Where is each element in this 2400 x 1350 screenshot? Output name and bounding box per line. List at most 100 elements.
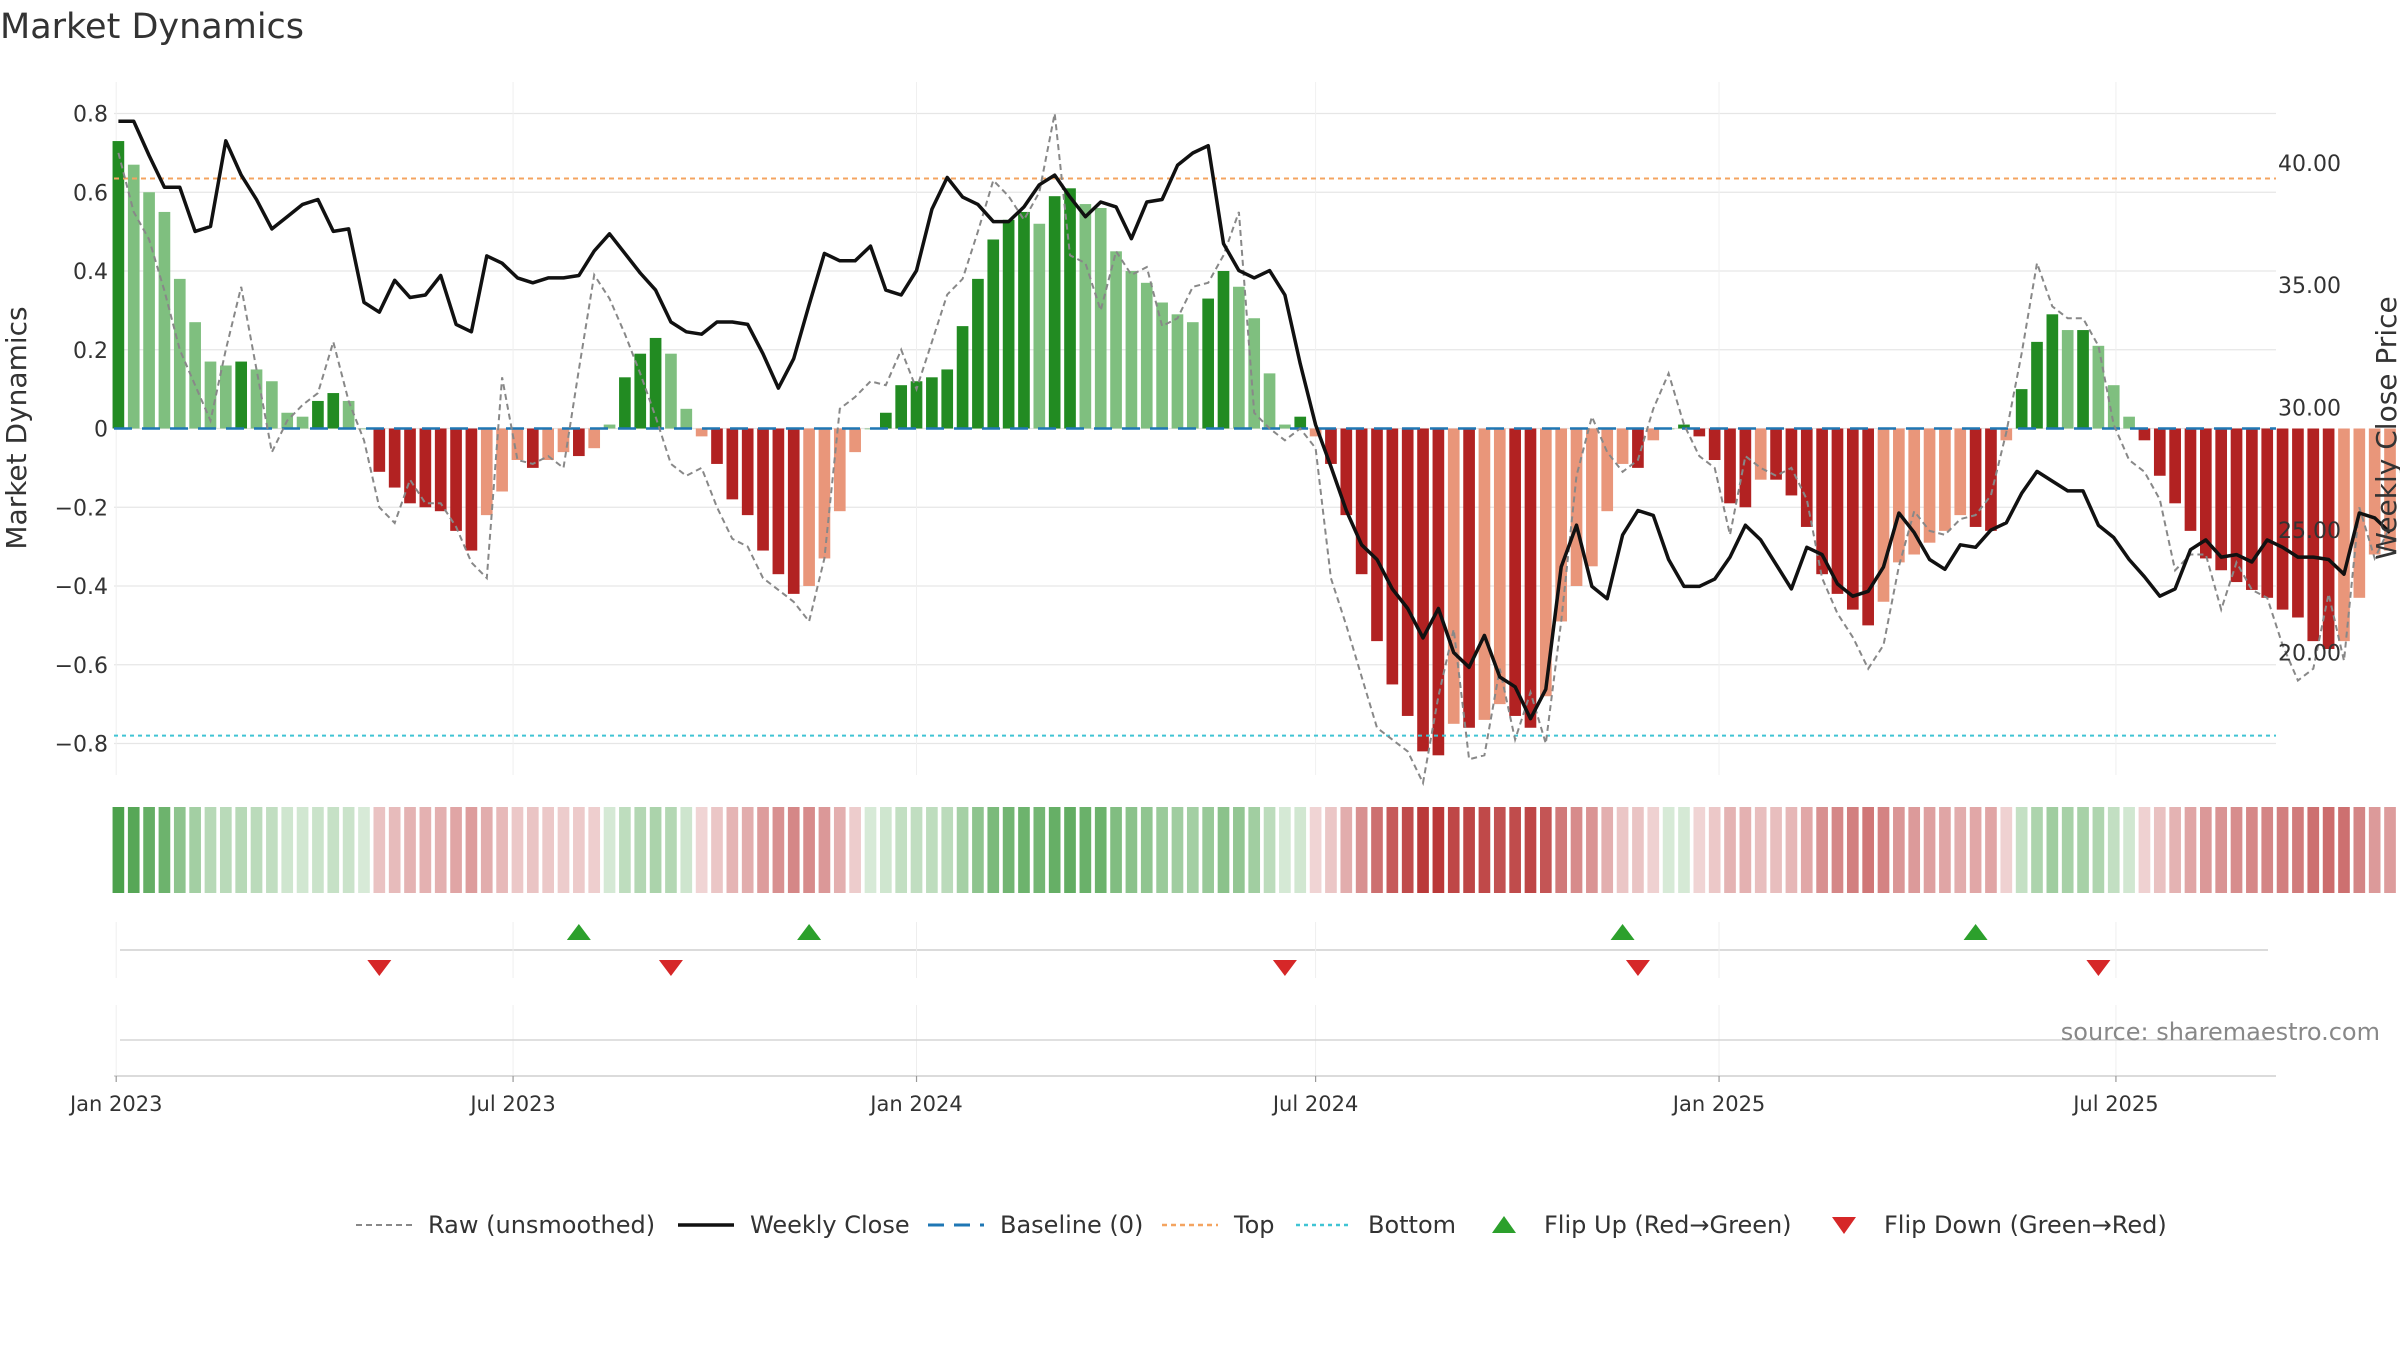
legend-label: Bottom xyxy=(1368,1211,1456,1239)
heat-cell xyxy=(1647,807,1660,893)
momentum-bar xyxy=(112,141,125,429)
heat-cell xyxy=(2230,807,2243,893)
momentum-bar xyxy=(1447,428,1460,724)
momentum-bar xyxy=(373,428,386,472)
momentum-bar xyxy=(1923,428,1936,543)
heat-cell xyxy=(1079,807,1092,893)
momentum-bar xyxy=(1601,428,1614,512)
momentum-bar xyxy=(419,428,432,508)
price-series xyxy=(117,113,2392,787)
momentum-bar xyxy=(2261,428,2274,598)
heat-cell xyxy=(1048,807,1061,893)
heat-cell xyxy=(1202,807,1214,893)
heat-cell xyxy=(987,807,1000,893)
heat-cell xyxy=(895,807,908,893)
heat-cell xyxy=(2368,807,2381,893)
heat-cell xyxy=(1417,807,1429,893)
momentum-bar xyxy=(2138,428,2151,441)
momentum-bar xyxy=(1463,428,1475,728)
heat-cell xyxy=(2077,807,2089,893)
momentum-bar xyxy=(557,428,570,453)
heat-cell xyxy=(1586,807,1598,893)
heat-cell xyxy=(2215,807,2228,893)
momentum-bar xyxy=(1708,428,1721,460)
heat-cell xyxy=(1662,807,1675,893)
legend-label: Baseline (0) xyxy=(1000,1211,1143,1239)
momentum-bar xyxy=(695,428,708,437)
momentum-bar xyxy=(1079,204,1092,429)
heat-cell xyxy=(2138,807,2151,893)
y-tick-label: −0.2 xyxy=(55,496,108,521)
heat-cell xyxy=(2307,807,2320,893)
heat-cell xyxy=(879,807,892,893)
y2-axis-ticks: 40.00 35.00 30.00 25.00 20.00 xyxy=(2278,152,2341,667)
heat-cell xyxy=(1217,807,1230,893)
momentum-bar xyxy=(1893,428,1905,563)
heat-cell xyxy=(1493,807,1506,893)
momentum-bar xyxy=(219,365,232,429)
momentum-bar xyxy=(1125,271,1138,429)
x-axis-ticks: Jan 2023 Jul 2023 Jan 2024 Jul 2024 Jan 2025… xyxy=(68,1076,2159,1116)
momentum-bar xyxy=(1724,428,1736,504)
heat-cell xyxy=(419,807,432,893)
heat-cell xyxy=(1939,807,1951,893)
momentum-bar xyxy=(1309,428,1322,437)
momentum-bar xyxy=(1647,428,1660,441)
momentum-bar xyxy=(926,377,938,429)
source-credit: source: sharemaestro.com xyxy=(2061,1018,2380,1046)
heat-cell xyxy=(941,807,954,893)
momentum-bar xyxy=(2092,345,2105,429)
momentum-bar xyxy=(542,428,554,460)
momentum-bar xyxy=(2061,330,2074,429)
heat-cell xyxy=(2153,807,2166,893)
momentum-bar xyxy=(1524,428,1537,728)
momentum-bar xyxy=(143,192,155,429)
heat-cell xyxy=(2261,807,2274,893)
heat-cell xyxy=(573,807,585,893)
heat-cell xyxy=(818,807,831,893)
momentum-bar xyxy=(2230,428,2243,583)
momentum-bar xyxy=(2307,428,2320,642)
flip-up-marker xyxy=(1963,924,1988,940)
heat-cell xyxy=(2184,807,2197,893)
momentum-bar xyxy=(603,424,616,429)
momentum-bar xyxy=(2153,428,2166,476)
flip-up-marker xyxy=(566,924,591,940)
heat-cell xyxy=(2292,807,2304,893)
y2-tick-label: 20.00 xyxy=(2278,642,2341,667)
x-tick-label: Jul 2025 xyxy=(2071,1092,2158,1116)
heat-cell xyxy=(465,807,478,893)
heat-cell xyxy=(1969,807,1982,893)
heat-cell xyxy=(1171,807,1184,893)
momentum-bar xyxy=(1693,428,1706,437)
y-axis-ticks: 0.8 0.6 0.4 0.2 0 −0.2 −0.4 −0.6 −0.8 xyxy=(55,103,108,758)
heat-cell xyxy=(1140,807,1153,893)
x-tick-label: Jul 2024 xyxy=(1271,1092,1358,1116)
heat-cell xyxy=(1263,807,1276,893)
momentum-bar xyxy=(2169,428,2181,504)
heat-cell xyxy=(1094,807,1107,893)
heat-cell xyxy=(496,807,508,893)
heat-cell xyxy=(2384,807,2396,893)
momentum-bar xyxy=(2246,428,2258,590)
heat-cell xyxy=(2046,807,2059,893)
heat-cell xyxy=(649,807,662,893)
momentum-bar xyxy=(1401,428,1414,716)
raw-unsmoothed-line xyxy=(117,113,2391,787)
momentum-bar xyxy=(1555,428,1568,622)
heat-cell xyxy=(1954,807,1967,893)
momentum-bar xyxy=(2368,428,2381,555)
momentum-bar xyxy=(2015,389,2028,429)
momentum-bar xyxy=(1371,428,1383,642)
y2-tick-label: 40.00 xyxy=(2278,152,2341,177)
y2-axis-title: Weekly Close Price xyxy=(2370,296,2400,559)
momentum-bar xyxy=(1217,271,1230,429)
momentum-bar xyxy=(787,428,800,594)
legend: Raw (unsmoothed) Weekly Close Baseline (0)… xyxy=(356,1211,2167,1239)
heat-cell xyxy=(2200,807,2212,893)
momentum-bar xyxy=(1785,428,1798,496)
momentum-bar xyxy=(1417,428,1429,752)
heat-cell xyxy=(1601,807,1614,893)
heat-cell xyxy=(1893,807,1905,893)
heat-cell xyxy=(1064,807,1076,893)
